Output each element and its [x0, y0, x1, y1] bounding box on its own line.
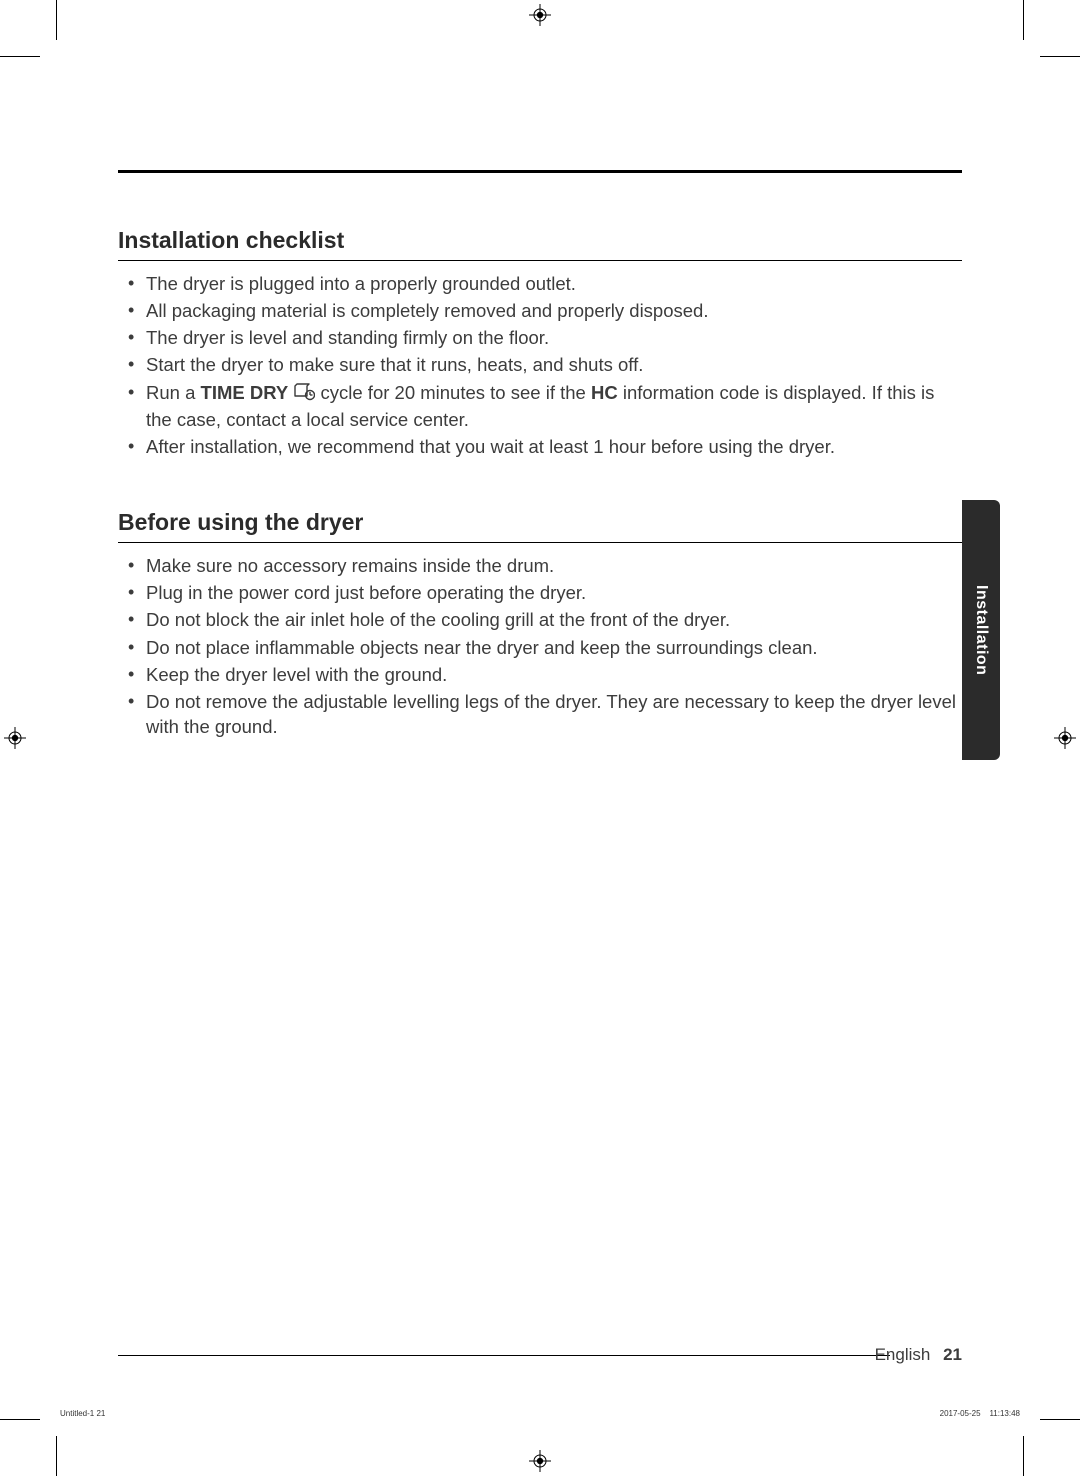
section-tab: Installation — [962, 500, 1000, 760]
list-item: Do not remove the adjustable levelling l… — [146, 689, 962, 739]
print-meta-left: Untitled-1 21 — [60, 1409, 105, 1418]
list-item: The dryer is plugged into a properly gro… — [146, 271, 962, 296]
crop-mark — [56, 1436, 57, 1476]
list-item: Start the dryer to make sure that it run… — [146, 352, 962, 377]
crop-mark — [1023, 0, 1024, 40]
bold-text: HC — [591, 382, 618, 403]
heading-installation-checklist: Installation checklist — [118, 227, 962, 261]
footer-text: English 21 — [875, 1345, 962, 1365]
top-rule — [118, 170, 962, 173]
list-item: Do not place inflammable objects near th… — [146, 635, 962, 660]
list-item: After installation, we recommend that yo… — [146, 434, 962, 459]
list-item: Do not block the air inlet hole of the c… — [146, 607, 962, 632]
list-item: Make sure no accessory remains inside th… — [146, 553, 962, 578]
text-span: cycle for 20 minutes to see if the — [315, 382, 591, 403]
crop-mark — [1040, 56, 1080, 57]
time-dry-icon — [293, 382, 315, 407]
content-area: Installation checklist The dryer is plug… — [118, 170, 962, 1386]
spacer — [118, 461, 962, 509]
registration-mark-icon — [529, 4, 551, 26]
list-item: All packaging material is completely rem… — [146, 298, 962, 323]
bold-text: TIME DRY — [201, 382, 289, 403]
list-item: Keep the dryer level with the ground. — [146, 662, 962, 687]
list-item: The dryer is level and standing firmly o… — [146, 325, 962, 350]
crop-mark — [0, 56, 40, 57]
crop-mark — [1040, 1419, 1080, 1420]
print-meta-right: 2017-05-25 11:13:48 — [940, 1409, 1020, 1418]
crop-mark — [0, 1419, 40, 1420]
crop-mark — [1023, 1436, 1024, 1476]
checklist-list: The dryer is plugged into a properly gro… — [118, 271, 962, 459]
heading-before-using: Before using the dryer — [118, 509, 962, 543]
text-span: Run a — [146, 382, 201, 403]
list-item: Plug in the power cord just before opera… — [146, 580, 962, 605]
section-tab-label: Installation — [972, 585, 990, 675]
registration-mark-icon — [1054, 727, 1076, 749]
before-use-list: Make sure no accessory remains inside th… — [118, 553, 962, 739]
registration-mark-icon — [4, 727, 26, 749]
footer-page-number: 21 — [943, 1345, 962, 1364]
manual-page: Installation Installation checklist The … — [0, 0, 1080, 1476]
registration-mark-icon — [529, 1450, 551, 1472]
footer-language: English — [875, 1345, 931, 1364]
crop-mark — [56, 0, 57, 40]
footer-rule — [118, 1355, 890, 1356]
list-item: Run a TIME DRY cycle for 20 minutes to s… — [146, 380, 962, 432]
